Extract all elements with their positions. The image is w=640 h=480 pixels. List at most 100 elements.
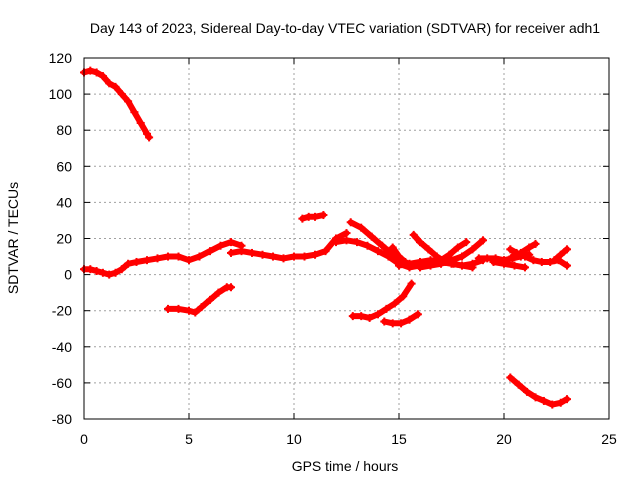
data-point	[164, 304, 172, 313]
data-point	[227, 238, 235, 247]
data-point	[426, 261, 435, 270]
data-point	[405, 259, 414, 268]
data-point	[374, 310, 382, 319]
data-point	[357, 223, 366, 232]
x-tick-label: 20	[496, 431, 512, 447]
series-arc-17	[508, 239, 540, 261]
y-axis-label: SDTVAR / TECUs	[5, 182, 21, 294]
data-point	[195, 252, 204, 261]
series-arc-2	[80, 238, 246, 279]
data-series	[80, 66, 571, 409]
data-point	[298, 214, 307, 223]
x-tick-label: 0	[80, 431, 88, 447]
data-point	[413, 310, 422, 319]
data-point	[164, 252, 172, 261]
y-tick-label: 100	[49, 86, 73, 102]
data-point	[98, 72, 107, 81]
data-point	[353, 238, 361, 247]
data-point	[468, 245, 477, 254]
data-point	[458, 252, 466, 261]
data-point	[342, 229, 351, 238]
data-point	[300, 252, 309, 261]
data-point	[191, 308, 200, 317]
data-point	[348, 312, 357, 321]
y-tick-label: 120	[49, 50, 73, 66]
data-point	[510, 261, 519, 270]
data-point	[237, 247, 246, 256]
x-tick-label: 10	[286, 431, 302, 447]
data-point	[380, 317, 389, 326]
data-point	[269, 252, 277, 261]
data-point	[416, 238, 424, 247]
data-point	[227, 248, 235, 257]
data-point	[424, 245, 433, 254]
data-point	[447, 256, 456, 265]
data-point	[437, 256, 445, 265]
data-point	[206, 295, 214, 304]
data-point	[388, 319, 397, 328]
y-tick-label: 40	[56, 194, 72, 210]
data-point	[397, 319, 406, 328]
data-point	[258, 250, 267, 259]
data-point	[143, 256, 151, 265]
data-point	[407, 279, 416, 288]
y-tick-label: -40	[52, 339, 72, 355]
series-arc-9	[348, 279, 416, 322]
data-point	[311, 250, 319, 259]
data-point	[445, 250, 454, 259]
data-point	[86, 66, 95, 75]
data-point	[523, 387, 532, 396]
data-point	[395, 261, 403, 270]
data-point	[506, 373, 515, 382]
data-point	[525, 243, 534, 252]
data-point	[563, 395, 571, 404]
series-arc-18	[489, 257, 529, 272]
data-point	[321, 247, 330, 256]
data-point	[117, 90, 126, 99]
data-point	[105, 270, 114, 279]
data-point	[346, 218, 355, 227]
data-point	[479, 236, 487, 245]
data-point	[248, 248, 256, 257]
series-trace	[509, 240, 539, 260]
data-point	[117, 265, 126, 274]
data-point	[548, 400, 557, 409]
series-trace	[490, 259, 528, 271]
data-point	[145, 133, 154, 142]
series-arc-10	[380, 310, 422, 328]
series-arc-14	[437, 238, 471, 265]
data-point	[432, 252, 441, 261]
series-arc-19	[550, 245, 571, 265]
x-tick-label: 5	[185, 431, 193, 447]
y-tick-label: 20	[56, 231, 72, 247]
data-point	[214, 288, 223, 297]
data-point	[111, 82, 120, 91]
data-point	[136, 118, 145, 127]
data-point	[206, 247, 214, 256]
data-point	[290, 252, 298, 261]
data-point	[382, 304, 391, 313]
data-point	[468, 263, 477, 272]
series-arc-3	[164, 283, 235, 317]
data-point	[453, 243, 462, 252]
data-point	[516, 248, 525, 257]
data-point	[506, 245, 515, 254]
data-point	[514, 380, 523, 389]
series-arc-4	[227, 229, 351, 263]
chart-title: Day 143 of 2023, Sidereal Day-to-day VTE…	[90, 20, 600, 36]
data-point	[556, 250, 565, 259]
data-point	[342, 236, 351, 245]
data-point	[556, 398, 565, 407]
data-point	[531, 393, 540, 402]
data-point	[185, 306, 193, 315]
data-point	[185, 256, 193, 265]
data-point	[111, 268, 120, 277]
data-point	[174, 252, 183, 261]
x-tick-label: 15	[391, 431, 407, 447]
x-tick-label: 25	[601, 431, 617, 447]
series-trace	[438, 239, 470, 264]
data-point	[416, 263, 424, 272]
data-point	[197, 303, 206, 312]
data-point	[395, 252, 403, 261]
data-point	[105, 79, 114, 88]
